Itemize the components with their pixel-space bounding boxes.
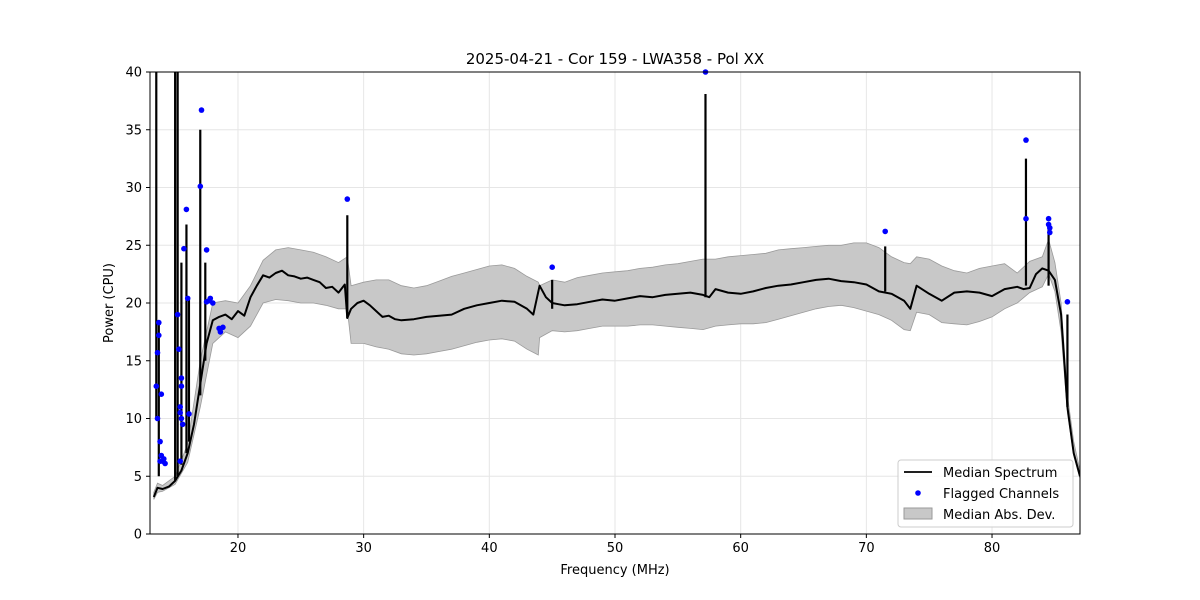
x-tick-label: 30 [355,541,372,556]
y-tick-label: 30 [125,181,142,196]
flagged-channel-point [156,332,162,339]
mad-band [153,238,1080,500]
y-tick-label: 20 [125,297,142,312]
y-tick-label: 40 [125,66,142,81]
y-tick-label: 15 [125,354,142,369]
legend: Median Spectrum Flagged Channels Median … [897,459,1074,528]
flagged-channel-point [882,228,888,235]
x-tick-label: 20 [230,541,247,556]
flagged-channel-point [186,411,192,417]
legend-label-flagged: Flagged Channels [943,487,1059,502]
flagged-channel-point [220,324,226,331]
flagged-channel-point [1047,229,1053,236]
legend-dot-swatch [915,490,921,496]
y-tick-label: 35 [125,123,142,138]
y-tick-label: 5 [134,470,142,485]
flagged-channel-point [177,458,183,465]
x-tick-label: 80 [984,541,1001,556]
flagged-channel-point [1023,137,1029,143]
legend-label-median: Median Spectrum [943,466,1057,481]
flagged-channel-point [549,264,555,271]
x-tick-label: 60 [732,541,749,556]
flagged-channel-point [158,391,165,398]
flagged-channel-point [178,375,185,381]
flagged-channel-point [178,415,185,422]
y-axis-ticks: 0 5 10 15 20 25 30 35 40 [125,66,150,543]
flagged-channel-point [203,247,210,253]
flagged-channel-point [161,456,167,462]
flagged-channel-point [1064,299,1071,305]
x-tick-label: 40 [481,541,498,556]
flagged-channel-point [174,311,181,318]
flagged-channel-point [157,438,163,445]
x-axis-ticks: 20 30 40 50 60 70 80 [230,534,1001,556]
y-tick-label: 10 [125,412,142,427]
flagged-channel-point [207,295,214,302]
flagged-channel-point [184,295,191,302]
flagged-channel-point [181,245,187,252]
flagged-channel-point [344,196,351,202]
flagged-channel-point [183,206,190,213]
flagged-channel-point [177,409,183,416]
legend-box [897,459,1074,528]
flagged-channel-point [154,349,161,356]
median-spectrum-line [152,267,1080,498]
chart-title: 2025-04-21 - Cor 159 - LWA358 - Pol XX [466,50,764,68]
flagged-channel-point [179,421,186,428]
flagged-channel-point [177,404,183,410]
x-tick-label: 50 [607,541,624,556]
flagged-channel-point [1047,225,1053,231]
mad-band-layer [153,238,1080,500]
flagged-channel-point [156,319,162,326]
x-axis-label: Frequency (MHz) [560,563,669,578]
flagged-channel-point [154,415,161,422]
flagged-channel-point [210,300,216,306]
flagged-channel-point [1023,215,1029,222]
flagged-channel-point [162,460,168,467]
flagged-channel-point [1045,215,1052,222]
flagged-channel-point [197,183,204,190]
y-tick-label: 25 [125,239,142,254]
median-line-layer [152,72,1080,498]
flagged-channel-point [176,346,182,353]
flagged-channel-point [198,107,205,113]
flagged-channel-point [153,383,160,390]
y-axis-label: Power (CPU) [102,263,117,343]
x-tick-label: 70 [858,541,875,556]
flagged-points-layer [153,69,1071,467]
flagged-channel-point [178,383,185,390]
flagged-channel-point [217,329,224,335]
y-tick-label: 0 [134,528,142,543]
legend-band-swatch [903,507,933,520]
legend-label-mad: Median Abs. Dev. [943,508,1055,523]
